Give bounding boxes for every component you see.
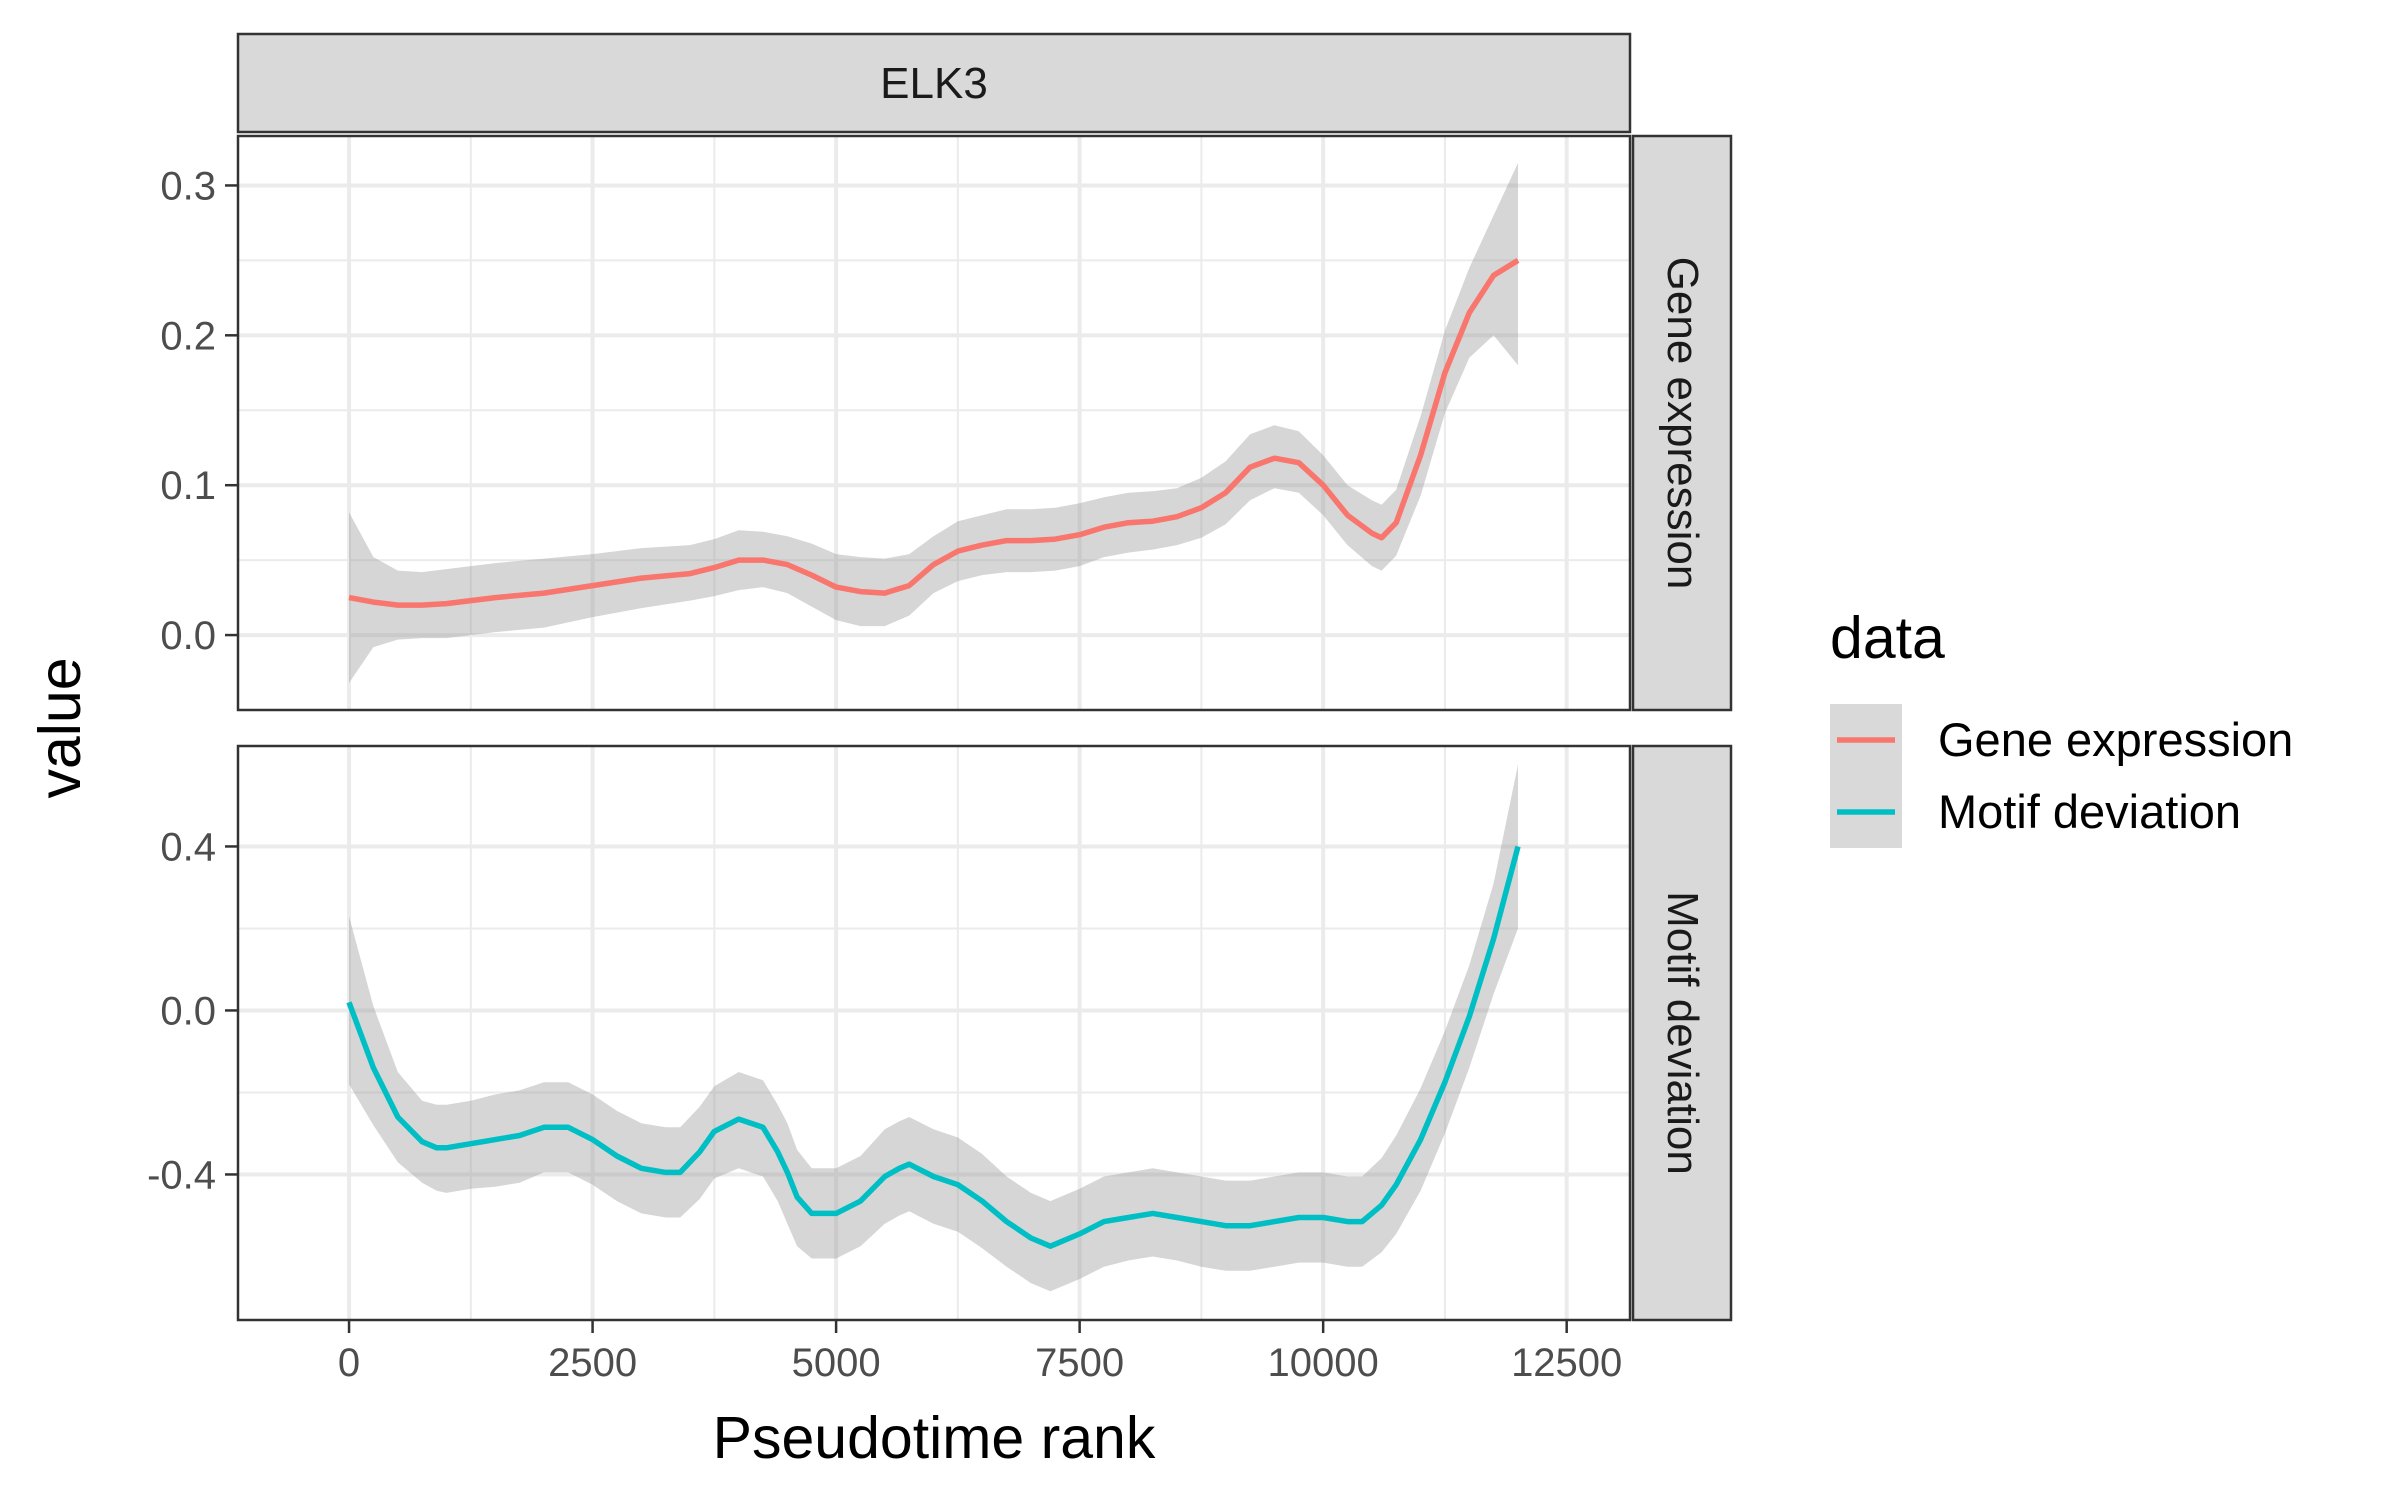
strip-motif-deviation [1631, 744, 1733, 1322]
panel-gene-expression-border [236, 134, 1632, 712]
x-tick-label-5000: 5000 [792, 1341, 881, 1385]
legend-key-background [1830, 704, 1902, 848]
motif-deviation-confidence-band [349, 764, 1518, 1292]
legend-title: data [1830, 605, 1945, 671]
x-tick-label-7500: 7500 [1035, 1341, 1124, 1385]
motif-deviation-line [346, 845, 1521, 1249]
y-tick-label-0p1: 0.1 [160, 464, 216, 508]
legend-label-gene-expression: Gene expression [1938, 713, 2293, 766]
panel-motif-deviation-background [238, 746, 1630, 1320]
gene-expression-line [348, 258, 1520, 608]
y-axis-title: value [27, 657, 93, 798]
strip-gene-expression [1631, 134, 1733, 712]
y-tick-label-0p4: 0.4 [160, 825, 216, 869]
x-axis: 0 2500 5000 7500 10000 12500 [338, 1320, 1622, 1385]
legend: data Gene expression Motif deviation [1830, 605, 2293, 848]
panel-gene-expression-y-axis: 0.0 0.1 0.2 0.3 [160, 164, 238, 658]
strip-label-motif-deviation: Motif deviation [1658, 891, 1707, 1175]
facet-title: ELK3 [880, 59, 988, 108]
panel-gene-expression: 0.0 0.1 0.2 0.3 Gene expression [160, 134, 1733, 712]
x-axis-title: Pseudotime rank [713, 1405, 1156, 1471]
y-tick-label-0p3: 0.3 [160, 164, 216, 208]
x-tick-label-12500: 12500 [1511, 1341, 1622, 1385]
panel-motif-deviation-y-axis: -0.4 0.0 0.4 [147, 825, 238, 1197]
y-tick-label-0p0: 0.0 [160, 614, 216, 658]
panel-motif-deviation-grid [238, 746, 1630, 1320]
panel-motif-deviation-border [236, 744, 1632, 1322]
y-tick-label-0p0: 0.0 [160, 989, 216, 1033]
y-tick-label-0p2: 0.2 [160, 314, 216, 358]
x-tick-label-2500: 2500 [548, 1341, 637, 1385]
y-tick-label-neg0p4: -0.4 [147, 1153, 216, 1197]
strip-label-gene-expression: Gene expression [1658, 257, 1707, 590]
panel-motif-deviation: -0.4 0.0 0.4 Motif deviation [147, 744, 1733, 1322]
x-tick-label-0: 0 [338, 1341, 360, 1385]
x-tick-label-10000: 10000 [1268, 1341, 1379, 1385]
panel-gene-expression-grid [238, 136, 1630, 710]
gene-expression-confidence-band [349, 163, 1518, 683]
facet-strip-top [236, 32, 1632, 134]
legend-label-motif-deviation: Motif deviation [1938, 785, 2241, 838]
